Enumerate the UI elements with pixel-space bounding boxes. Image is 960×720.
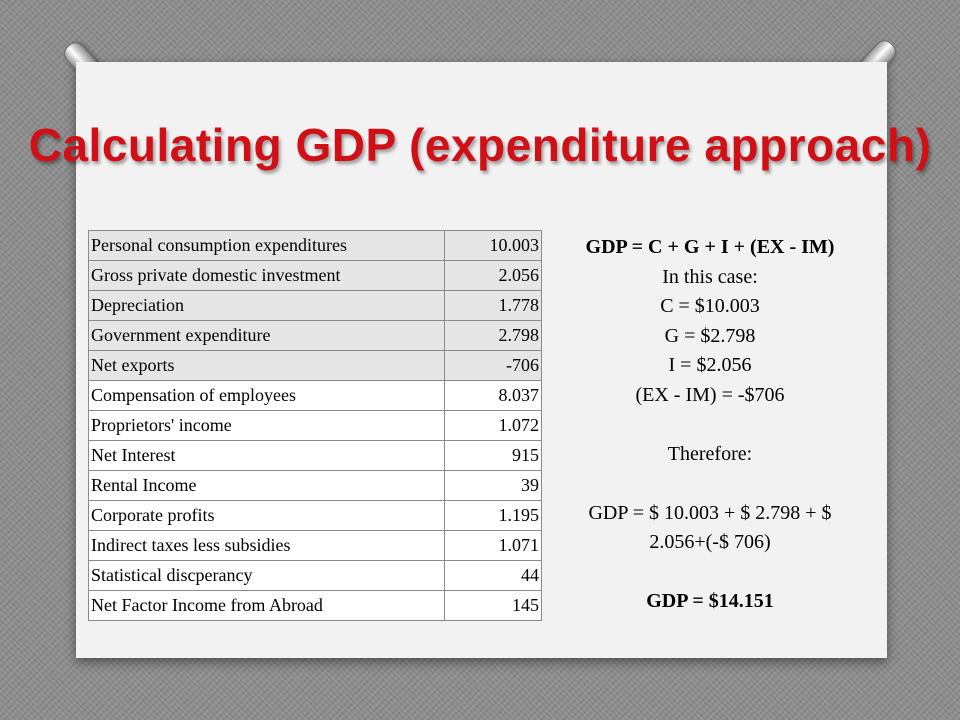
row-label: Net Factor Income from Abroad [88, 590, 445, 621]
table-row: Indirect taxes less subsidies 1.071 [88, 530, 542, 561]
net-exports-value: (EX - IM) = -$706 [635, 383, 785, 406]
row-label: Statistical discperancy [88, 560, 445, 591]
table-row: Net Interest 915 [88, 440, 542, 471]
row-label: Net Interest [88, 440, 445, 471]
row-label: Corporate profits [88, 500, 445, 531]
row-value: 39 [444, 470, 542, 501]
row-value: 1.072 [444, 410, 542, 441]
row-value: 8.037 [444, 380, 542, 411]
row-label: Depreciation [88, 290, 445, 321]
table-row: Compensation of employees 8.037 [88, 380, 542, 411]
i-value: I = $2.056 [668, 354, 752, 376]
table-row: Personal consumption expenditures 10.003 [88, 230, 542, 261]
row-value: 44 [444, 560, 542, 591]
row-value: 1.778 [444, 290, 542, 321]
table-row: Gross private domestic investment 2.056 [88, 260, 542, 291]
in-this-case-label: In this case: [662, 265, 758, 288]
gdp-result: GDP = $14.151 [646, 590, 774, 612]
row-value: 145 [444, 590, 542, 621]
row-value: -706 [444, 350, 542, 381]
gdp-equation-line2: 2.056+(-$ 706) [649, 531, 771, 553]
row-value: 10.003 [444, 230, 542, 261]
table-row: Rental Income 39 [88, 470, 542, 501]
table-row: Depreciation 1.778 [88, 290, 542, 321]
row-label: Rental Income [88, 470, 445, 501]
gdp-data-table: Personal consumption expenditures 10.003 G… [88, 230, 542, 621]
row-label: Gross private domestic investment [88, 260, 445, 291]
row-label: Government expenditure [88, 320, 445, 351]
g-value: G = $2.798 [664, 324, 756, 347]
row-value: 1.195 [444, 500, 542, 531]
table-row: Government expenditure 2.798 [88, 320, 542, 351]
row-label: Proprietors' income [88, 410, 445, 441]
row-label: Compensation of employees [88, 380, 445, 411]
table-row: Net exports -706 [88, 350, 542, 381]
table-row: Proprietors' income 1.072 [88, 410, 542, 441]
table-row: Statistical discperancy 44 [88, 560, 542, 591]
row-label: Indirect taxes less subsidies [88, 530, 445, 561]
table-row: Net Factor Income from Abroad 145 [88, 590, 542, 621]
row-value: 1.071 [444, 530, 542, 561]
row-label: Personal consumption expenditures [88, 230, 445, 261]
row-value: 915 [444, 440, 542, 471]
calculation-panel: GDP = C + G + I + (EX - IM) In this case… [546, 233, 874, 617]
row-value: 2.056 [444, 260, 542, 291]
c-value: C = $10.003 [660, 295, 760, 317]
gdp-formula: GDP = C + G + I + (EX - IM) [585, 236, 835, 258]
table-row: Corporate profits 1.195 [88, 500, 542, 531]
gdp-equation-line1: GDP = $ 10.003 + $ 2.798 + $ [588, 501, 832, 524]
row-value: 2.798 [444, 320, 542, 351]
page-title: Calculating GDP (expenditure approach) [28, 119, 932, 171]
therefore-label: Therefore: [667, 442, 753, 465]
row-label: Net exports [88, 350, 445, 381]
